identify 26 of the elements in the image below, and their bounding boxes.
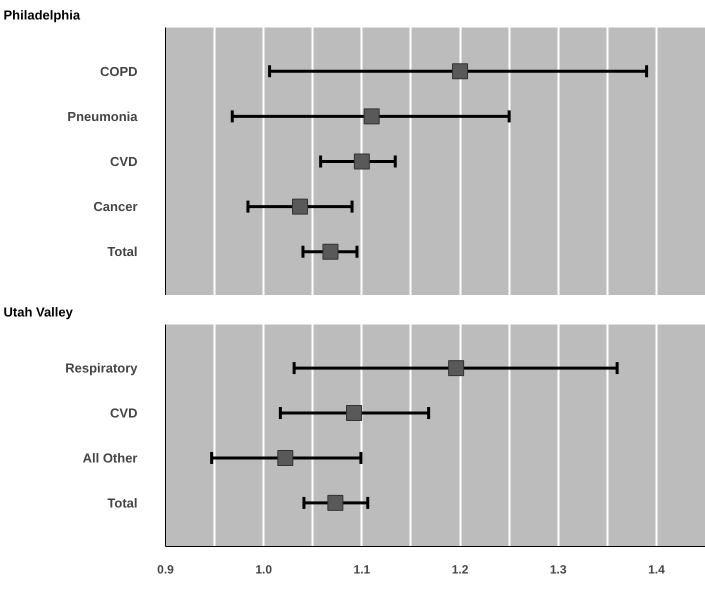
y-tick-label: Cancer [93, 199, 138, 214]
point [354, 154, 370, 170]
y-tick-label: COPD [100, 64, 138, 79]
y-tick-label: Respiratory [65, 360, 138, 376]
x-tick-label: 1.1 [354, 562, 371, 576]
x-tick-label: 1.0 [255, 562, 272, 576]
point [277, 450, 294, 466]
y-tick-label: Pneumonia [67, 108, 138, 124]
point [292, 198, 308, 215]
text: Philadelphia [4, 8, 81, 22]
y-tick-label: Total [107, 495, 138, 510]
point [322, 244, 338, 260]
x-tick-label: 1.4 [648, 562, 666, 576]
y-tick-label: Total [107, 244, 138, 260]
point [346, 405, 362, 422]
text: Utah Valley [4, 304, 74, 320]
y-tick-label: CVD [110, 406, 138, 421]
point [364, 108, 380, 124]
y-tick-label: All Other [82, 450, 138, 466]
point [452, 63, 468, 80]
point [327, 494, 344, 511]
point [448, 360, 464, 376]
x-tick-label: 1.2 [452, 562, 469, 576]
y-tick-label: CVD [110, 154, 138, 169]
x-tick-label: 0.9 [157, 562, 174, 576]
x-tick-label: 1.3 [550, 562, 567, 576]
